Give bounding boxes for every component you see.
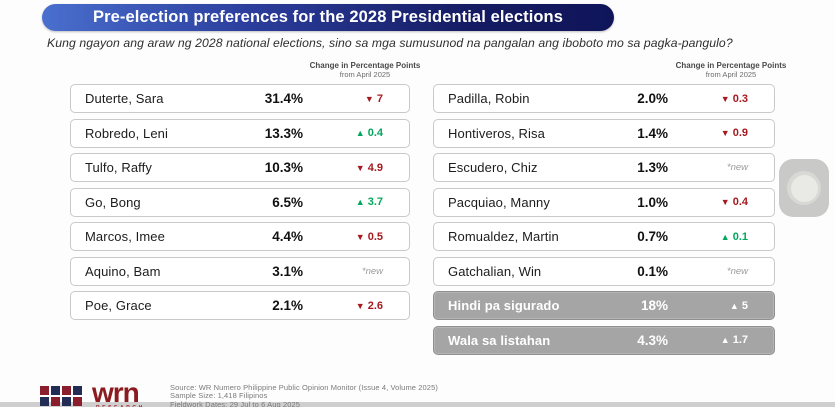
candidate-row: Hontiveros, Risa 1.4% ▼ 0.9 — [433, 118, 775, 148]
title-banner: Pre-election preferences for the 2028 Pr… — [42, 4, 614, 31]
change-indicator: ▼ 0.9 — [720, 127, 748, 139]
change-indicator: ▲ 5 — [729, 299, 748, 312]
down-arrow-icon: ▼ — [720, 128, 730, 138]
source-line: Sample Size: 1,418 Filipinos — [170, 391, 268, 401]
candidate-percent: 31.4% — [264, 91, 303, 106]
change-header-line2: from April 2025 — [339, 70, 391, 79]
candidate-percent: 1.0% — [637, 194, 668, 210]
change-header-line1: Change in Percentage Points — [309, 61, 421, 70]
down-arrow-icon: ▼ — [364, 93, 374, 104]
candidate-name: Escudero, Chiz — [448, 160, 538, 175]
candidate-name: Padilla, Robin — [448, 91, 530, 106]
candidate-row: Escudero, Chiz 1.3% *new — [433, 153, 775, 182]
candidate-row: Aquino, Bam 3.1% *new — [70, 256, 410, 286]
candidate-percent: 4.3% — [637, 332, 668, 348]
candidate-name: Wala sa listahan — [448, 332, 551, 348]
page-title: Pre-election preferences for the 2028 Pr… — [92, 8, 564, 26]
change-indicator: ▲ 0.4 — [355, 127, 383, 139]
candidate-name: Duterte, Sara — [85, 91, 164, 106]
up-arrow-icon: ▲ — [729, 300, 739, 311]
wrn-logo-squares-icon — [40, 386, 82, 406]
down-arrow-icon: ▼ — [355, 162, 365, 173]
source-line: Fieldwork Dates: 29 Jul to 6 Aug 2025 — [170, 399, 301, 407]
candidate-name: Gatchalian, Win — [448, 263, 542, 279]
change-indicator: *new — [361, 265, 383, 277]
change-indicator: *new — [726, 265, 748, 277]
record-button-ring — [787, 171, 821, 205]
candidate-row: Duterte, Sara 31.4% ▼ 7 — [70, 84, 410, 113]
change-indicator: ▼ 0.4 — [720, 196, 748, 208]
change-indicator: ▲ 1.7 — [720, 334, 748, 346]
candidate-percent: 18% — [640, 298, 668, 313]
candidate-row: Marcos, Imee 4.4% ▼ 0.5 — [70, 222, 410, 251]
change-header-left: Change in Percentage Points from April 2… — [290, 61, 440, 79]
source-line: Source: WR Numero Philippine Public Opin… — [170, 383, 438, 392]
candidate-percent: 1.4% — [637, 125, 668, 141]
candidate-percent: 0.1% — [637, 263, 668, 279]
change-indicator: ▼ 2.6 — [355, 299, 383, 312]
candidate-row: Romualdez, Martin 0.7% ▲ 0.1 — [433, 222, 775, 251]
change-header-line1: Change in Percentage Points — [675, 61, 787, 70]
candidate-name: Pacquiao, Manny — [448, 194, 550, 210]
candidate-name: Robredo, Leni — [85, 125, 168, 141]
summary-row: Hindi pa sigurado 18% ▲ 5 — [433, 291, 775, 320]
candidate-percent: 6.5% — [272, 194, 303, 210]
candidate-column-right: Padilla, Robin 2.0% ▼ 0.3 Hontiveros, Ri… — [433, 84, 775, 355]
candidate-name: Aquino, Bam — [85, 263, 161, 279]
change-indicator: ▼ 4.9 — [355, 161, 383, 174]
change-header-right: Change in Percentage Points from April 2… — [656, 61, 806, 79]
candidate-row: Tulfo, Raffy 10.3% ▼ 4.9 — [70, 153, 410, 182]
floating-record-button[interactable] — [779, 159, 829, 217]
up-arrow-icon: ▲ — [355, 128, 365, 138]
down-arrow-icon: ▼ — [355, 231, 365, 242]
candidate-name: Marcos, Imee — [85, 229, 165, 244]
candidate-name: Romualdez, Martin — [448, 229, 559, 244]
candidate-percent: 10.3% — [264, 160, 303, 175]
candidate-percent: 2.1% — [272, 298, 303, 313]
candidate-row: Pacquiao, Manny 1.0% ▼ 0.4 — [433, 187, 775, 217]
candidate-percent: 4.4% — [272, 229, 303, 244]
up-arrow-icon: ▲ — [720, 231, 730, 242]
down-arrow-icon: ▼ — [720, 93, 730, 104]
candidate-row: Robredo, Leni 13.3% ▲ 0.4 — [70, 118, 410, 148]
candidate-column-left: Duterte, Sara 31.4% ▼ 7 Robredo, Leni 13… — [70, 84, 410, 320]
survey-question: Kung ngayon ang araw ng 2028 national el… — [47, 36, 733, 50]
candidate-percent: 0.7% — [637, 229, 668, 244]
change-indicator: ▼ 0.3 — [720, 92, 748, 105]
change-indicator: ▼ 0.5 — [355, 230, 383, 243]
change-indicator: ▼ 7 — [364, 92, 383, 105]
down-arrow-icon: ▼ — [355, 300, 365, 311]
source-notes: Source: WR Numero Philippine Public Opin… — [170, 383, 438, 407]
up-arrow-icon: ▲ — [355, 197, 365, 207]
candidate-row: Gatchalian, Win 0.1% *new — [433, 256, 775, 286]
wrn-logo-subtext: RESEARCH — [96, 405, 145, 407]
candidate-name: Tulfo, Raffy — [85, 160, 152, 175]
candidate-name: Go, Bong — [85, 194, 141, 210]
record-button-dot-icon — [790, 174, 818, 202]
wrn-logo: wrn RESEARCH — [40, 377, 175, 407]
candidate-percent: 3.1% — [272, 263, 303, 279]
candidate-row: Padilla, Robin 2.0% ▼ 0.3 — [433, 84, 775, 113]
candidate-name: Hontiveros, Risa — [448, 125, 545, 141]
wrn-logo-text: wrn — [92, 377, 140, 407]
candidate-row: Poe, Grace 2.1% ▼ 2.6 — [70, 291, 410, 320]
summary-row: Wala sa listahan 4.3% ▲ 1.7 — [433, 325, 775, 355]
candidate-row: Go, Bong 6.5% ▲ 3.7 — [70, 187, 410, 217]
change-indicator: ▲ 3.7 — [355, 196, 383, 208]
change-indicator: *new — [726, 162, 748, 173]
down-arrow-icon: ▼ — [720, 197, 730, 207]
candidate-percent: 2.0% — [637, 91, 668, 106]
up-arrow-icon: ▲ — [720, 335, 730, 345]
candidate-percent: 13.3% — [264, 125, 303, 141]
candidate-name: Hindi pa sigurado — [448, 298, 560, 313]
candidate-name: Poe, Grace — [85, 298, 152, 313]
change-header-line2: from April 2025 — [705, 70, 757, 79]
candidate-percent: 1.3% — [637, 160, 668, 175]
bottom-edge-strip — [0, 402, 835, 407]
change-indicator: ▲ 0.1 — [720, 230, 748, 243]
